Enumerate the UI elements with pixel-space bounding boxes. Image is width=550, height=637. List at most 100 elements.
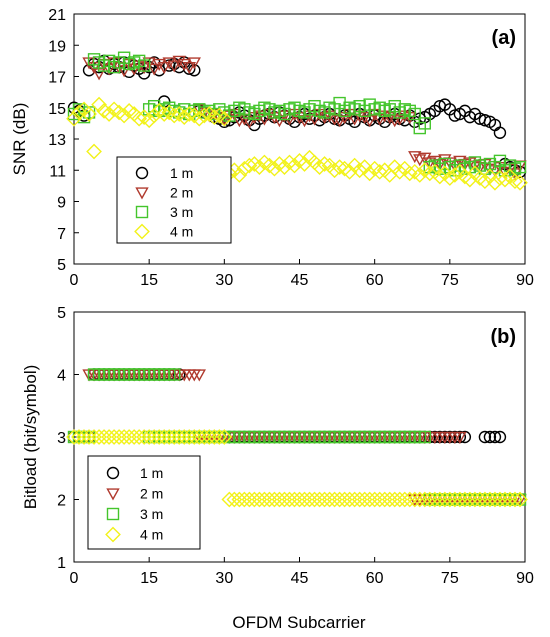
x-tick-label: 30	[215, 570, 233, 587]
x-tick-label: 30	[215, 272, 233, 289]
panel-a-point-4m	[256, 154, 273, 171]
panel-b-point-4m	[346, 491, 363, 508]
panel-a-point-4m	[416, 162, 433, 179]
panel-a-legend: 1 m 2 m 3 m 4 m	[116, 156, 232, 244]
panel-b-point-4m	[361, 491, 378, 508]
panel-a-point-4m	[391, 163, 408, 180]
panel-a-point-4m	[371, 163, 388, 180]
panel-a-point-4m	[351, 162, 368, 179]
panel-a-point-4m	[121, 103, 137, 119]
panel-a-point-3m	[513, 160, 527, 174]
y-tick-label: 2	[57, 493, 66, 510]
panel-a-point-4m	[141, 112, 158, 129]
panel-b-x-ticks: 0 15 30 45 60 75 90	[70, 557, 534, 587]
panel-b-point-4m	[226, 491, 243, 508]
panel-b-point-4m	[96, 429, 112, 445]
x-tick-label: 45	[291, 570, 309, 587]
panel-b-point-4m	[261, 491, 278, 508]
panel-a-legend-marker-4m	[134, 223, 150, 240]
x-tick-label: 90	[516, 570, 534, 587]
y-tick-label: 13	[48, 132, 66, 149]
y-tick-label: 4	[57, 368, 66, 385]
panel-a-point-4m	[231, 167, 248, 183]
x-tick-label: 75	[441, 272, 459, 289]
panel-a-x-ticks: 0 15 30 45 60 75 90	[70, 259, 534, 289]
panel-a-point-2m	[357, 112, 372, 125]
panel-a-point-4m	[316, 156, 333, 172]
panel-b-point-4m	[281, 491, 298, 508]
panel-a-point-4m	[497, 171, 513, 188]
panel-a-point-2m	[167, 60, 181, 73]
panel-a-point-4m	[366, 160, 383, 177]
panel-a-point-4m	[131, 110, 148, 127]
x-tick-label: 60	[366, 272, 384, 289]
panel-b-point-4m	[111, 429, 127, 445]
panel-b-point-4m	[291, 491, 308, 508]
panel-a-point-1m	[493, 126, 507, 139]
panel-a-point-4m	[401, 165, 418, 182]
panel-a-point-4m	[201, 106, 218, 122]
panel-a-point-2m	[172, 55, 186, 68]
panel-a-point-4m	[356, 159, 373, 175]
panel-b-point-4m	[366, 491, 383, 508]
panel-b-point-4m	[512, 491, 528, 508]
panel-b-y-axis-label: Bitload (bit/symbol)	[21, 365, 40, 510]
panel-a-y-ticks: 5 7 9 11 13 15 17 19 21	[48, 7, 79, 274]
panel-b-point-4m	[236, 491, 253, 508]
x-tick-label: 0	[70, 272, 79, 289]
panel-a-point-2m	[162, 57, 176, 70]
panel-a-snr-chart: 0 15 30 45 60 75 90 5 7 9 11 13 15 17 19 21 (a) SNR (d…	[10, 7, 534, 289]
panel-b-point-4m	[221, 491, 238, 508]
y-tick-label: 5	[57, 305, 66, 322]
panel-b-point-4m	[296, 491, 313, 508]
panel-b-point-4m	[316, 491, 333, 508]
panel-b-point-4m	[231, 491, 248, 508]
panel-a-data-points	[66, 51, 528, 191]
panel-a-legend-box	[116, 156, 232, 244]
y-tick-label: 17	[48, 70, 66, 87]
panel-a-point-4m	[166, 107, 183, 124]
panel-b-point-4m	[376, 491, 393, 508]
panel-a-point-2m	[152, 58, 166, 71]
panel-b-label: (b)	[490, 326, 516, 348]
panel-b-point-4m	[126, 429, 142, 445]
y-tick-label: 5	[57, 257, 66, 274]
panel-a-point-2m	[157, 62, 171, 75]
panel-b-legend: 1 m 2 m 3 m 4 m	[87, 455, 201, 550]
x-tick-label: 15	[140, 272, 158, 289]
panel-a-point-2m	[187, 57, 201, 70]
panel-b-point-4m	[351, 491, 368, 508]
panel-b-point-1m	[493, 430, 507, 444]
panel-a-point-4m	[106, 101, 122, 118]
panel-a-point-4m	[241, 157, 258, 174]
panel-b-point-1m	[478, 430, 492, 444]
panel-b-point-4m	[116, 429, 132, 445]
x-tick-label: 45	[291, 272, 309, 289]
panel-a-point-4m	[196, 107, 213, 124]
x-tick-label: 60	[366, 570, 384, 587]
y-tick-label: 19	[48, 38, 66, 55]
panel-a-point-4m	[151, 103, 168, 119]
y-tick-label: 3	[57, 430, 66, 447]
panel-b-point-4m	[326, 491, 343, 508]
panel-b-point-4m	[101, 429, 117, 445]
x-tick-label: 0	[70, 570, 79, 587]
panel-b-point-4m	[106, 429, 122, 445]
panel-b-point-1m	[488, 430, 502, 444]
panel-b-point-3m	[168, 368, 181, 381]
panel-b-point-4m	[216, 429, 233, 445]
panel-a-point-2m	[147, 63, 161, 76]
panel-b-point-4m	[286, 491, 303, 508]
x-axis-label: OFDM Subcarrier	[232, 613, 366, 632]
panel-b-point-4m	[507, 491, 523, 508]
panel-b-point-4m	[241, 491, 258, 508]
panel-a-point-4m	[421, 165, 438, 182]
panel-b-point-4m	[341, 491, 358, 508]
panel-a-point-2m	[438, 154, 452, 167]
y-tick-label: 1	[57, 555, 66, 572]
panel-a-point-4m	[81, 106, 97, 122]
panel-b-legend-label: 3 m	[140, 506, 163, 522]
panel-a-point-4m	[86, 143, 102, 160]
panel-a-point-3m	[137, 59, 151, 72]
panel-a-point-4m	[441, 170, 458, 186]
